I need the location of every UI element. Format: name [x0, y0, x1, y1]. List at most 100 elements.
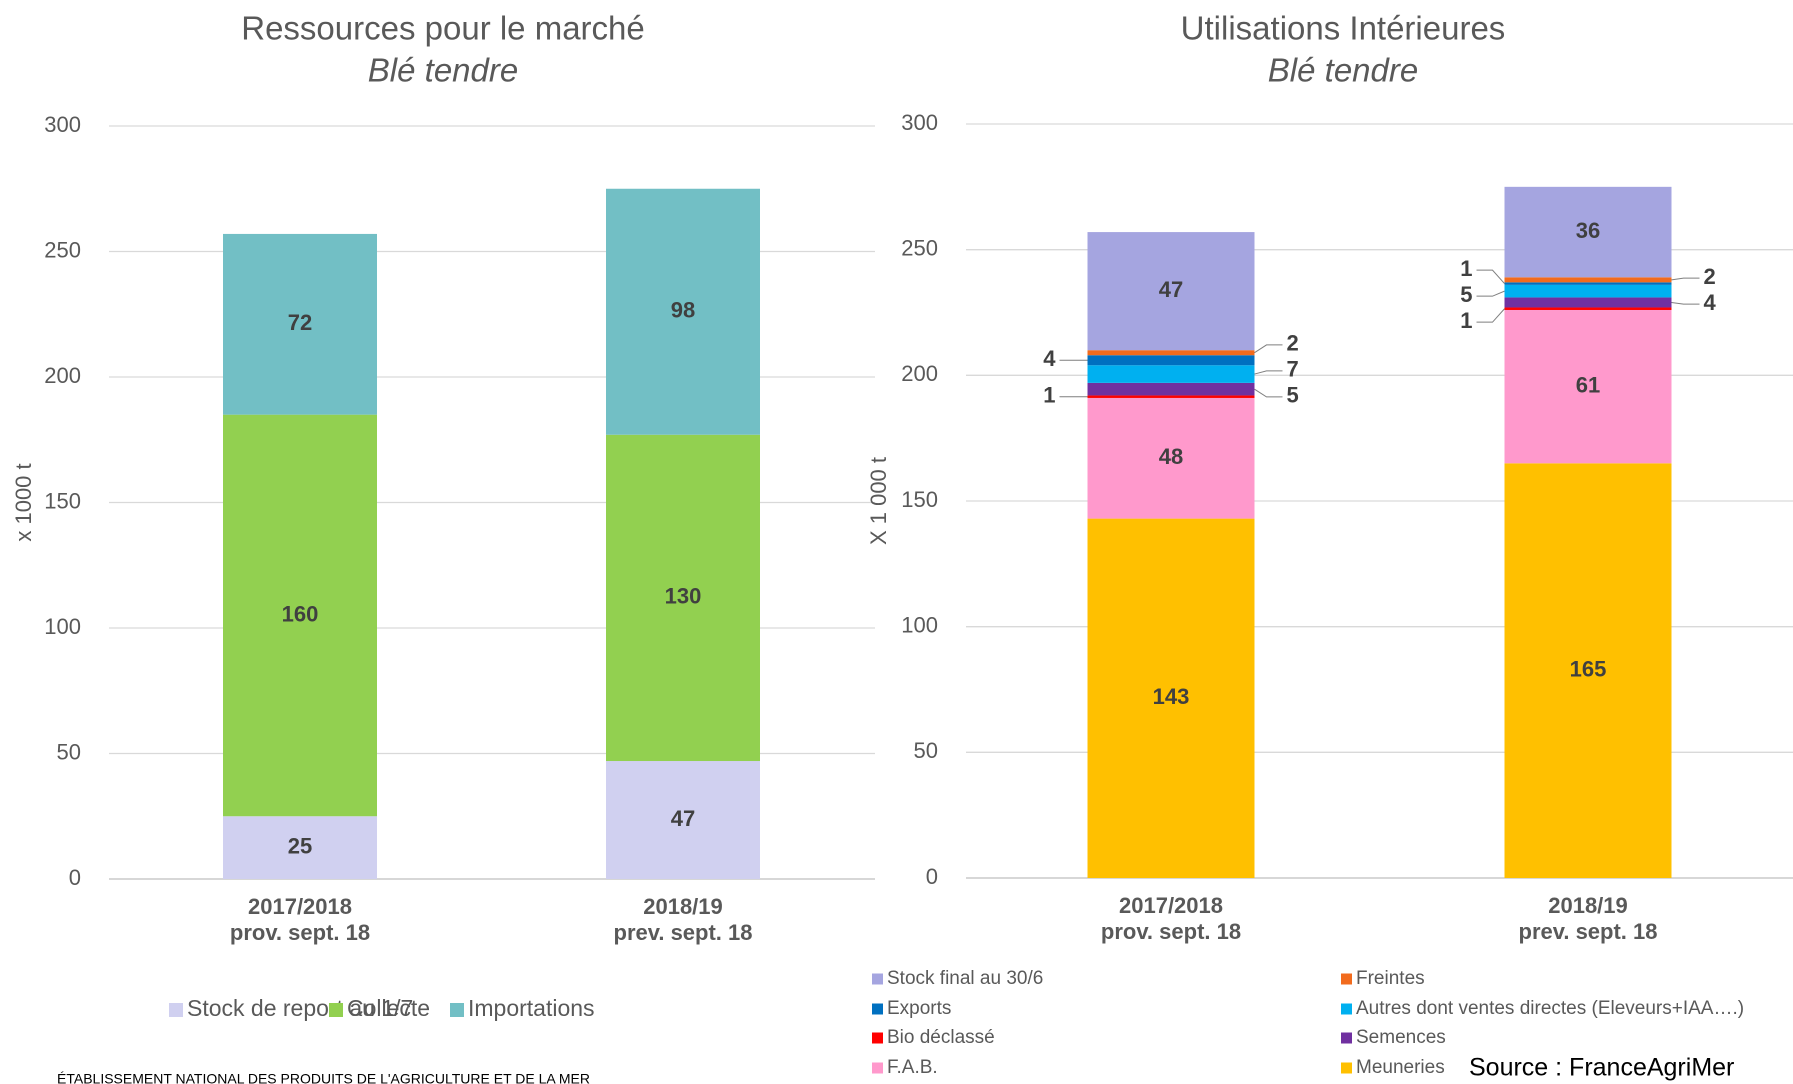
- legend-swatch: [872, 1062, 883, 1074]
- y-tick-label: 200: [44, 363, 81, 388]
- value-label: 2: [1287, 331, 1299, 356]
- x-tick-label: 2018/19: [1548, 893, 1628, 918]
- legend-label: Freintes: [1356, 968, 1425, 989]
- legend-label: Collecte: [347, 995, 430, 1021]
- chart-title: Ressources pour le marché: [241, 10, 645, 47]
- y-axis-label: x 1000 t: [11, 463, 36, 541]
- x-tick-label: prev. sept. 18: [1519, 919, 1658, 944]
- legend-label: F.A.B.: [887, 1057, 938, 1078]
- bar-segment: [606, 761, 760, 879]
- legend-swatch: [1341, 1062, 1352, 1074]
- bar-segment: [1087, 355, 1255, 366]
- value-label: 130: [665, 584, 702, 609]
- y-tick-label: 250: [44, 237, 81, 262]
- leader-line: [1476, 308, 1505, 323]
- bar-segment: [1087, 397, 1255, 519]
- y-tick-label: 300: [901, 110, 938, 135]
- bar-segment: [1504, 309, 1672, 464]
- bar-segment: [223, 414, 377, 817]
- leader-line: [1254, 388, 1283, 398]
- value-label: 98: [671, 298, 695, 323]
- value-label: 5: [1287, 383, 1299, 408]
- bar-segment: [223, 233, 377, 415]
- x-tick-label: prov. sept. 18: [230, 920, 370, 945]
- legend-swatch: [1341, 1003, 1352, 1015]
- leader-line: [1671, 277, 1700, 281]
- legend-swatch: [169, 1003, 183, 1017]
- leader-line: [1476, 269, 1505, 284]
- y-tick-label: 200: [901, 361, 938, 386]
- leader-line: [1254, 370, 1283, 375]
- legend-label: Exports: [887, 998, 951, 1019]
- value-label: 47: [1159, 277, 1183, 302]
- value-label: 1: [1460, 256, 1472, 281]
- bar-segment: [1087, 382, 1255, 396]
- x-tick-label: prev. sept. 18: [614, 920, 753, 945]
- chart-subtitle: Blé tendre: [368, 52, 518, 89]
- y-tick-label: 100: [901, 612, 938, 637]
- legend-swatch: [872, 1032, 883, 1044]
- bar-segment: [1087, 395, 1255, 398]
- legend-label: Stock final au 30/6: [887, 968, 1043, 989]
- bar-segment: [1087, 518, 1255, 878]
- value-label: 5: [1460, 282, 1472, 307]
- value-label: 1: [1043, 383, 1055, 408]
- y-tick-label: 100: [44, 614, 81, 639]
- y-tick-label: 300: [44, 112, 81, 137]
- legend-label: Semences: [1356, 1027, 1446, 1048]
- legend-label: Meuneries: [1356, 1057, 1445, 1078]
- legend-swatch: [872, 973, 883, 985]
- bar-segment: [1087, 365, 1255, 383]
- y-tick-label: 0: [926, 864, 938, 889]
- y-tick-label: 250: [901, 235, 938, 260]
- y-tick-label: 50: [57, 739, 81, 764]
- value-label: 36: [1576, 218, 1600, 243]
- bar-segment: [606, 434, 760, 762]
- x-tick-label: 2018/19: [643, 894, 723, 919]
- legend-swatch: [1341, 1032, 1352, 1044]
- bar-segment: [1504, 186, 1672, 278]
- leader-line: [1254, 344, 1283, 354]
- value-label: 165: [1570, 656, 1607, 681]
- bar-segment: [1504, 297, 1672, 308]
- value-label: 48: [1159, 444, 1183, 469]
- bar-segment: [1087, 350, 1255, 356]
- source: Source : FranceAgriMer: [1469, 1054, 1734, 1082]
- legend-swatch: [1341, 973, 1352, 985]
- y-tick-label: 150: [44, 488, 81, 513]
- value-label: 25: [288, 833, 312, 858]
- legend-swatch: [329, 1003, 343, 1017]
- bar-segment: [1504, 277, 1672, 283]
- leader-line: [1671, 301, 1700, 305]
- value-label: 4: [1704, 290, 1717, 315]
- x-tick-label: 2017/2018: [1119, 893, 1223, 918]
- bar-segment: [1504, 463, 1672, 878]
- x-tick-label: 2017/2018: [248, 894, 352, 919]
- bar-segment: [1504, 284, 1672, 298]
- legend-label: Autres dont ventes directes (Eleveurs+IA…: [1356, 998, 1744, 1019]
- legend-label: Bio déclassé: [887, 1027, 995, 1048]
- bar-segment: [1504, 307, 1672, 310]
- chart-title: Utilisations Intérieures: [1181, 10, 1506, 47]
- value-label: 143: [1153, 684, 1190, 709]
- value-label: 1: [1460, 308, 1472, 333]
- legend-swatch: [450, 1003, 464, 1017]
- value-label: 160: [282, 601, 319, 626]
- value-label: 7: [1287, 357, 1299, 382]
- legend-label: Stock de report au 1/7: [187, 995, 413, 1021]
- value-label: 47: [671, 806, 695, 831]
- legend-swatch: [872, 1003, 883, 1015]
- y-tick-label: 0: [69, 865, 81, 890]
- footer: ÉTABLISSEMENT NATIONAL DES PRODUITS DE L…: [57, 1071, 590, 1084]
- value-label: 61: [1576, 372, 1600, 397]
- bar-segment: [1504, 282, 1672, 285]
- value-label: 4: [1043, 346, 1056, 371]
- y-axis-label: X 1 000 t: [866, 457, 891, 545]
- x-tick-label: prov. sept. 18: [1101, 919, 1241, 944]
- legend-label: Importations: [468, 995, 595, 1021]
- y-tick-label: 150: [901, 487, 938, 512]
- bar-segment: [1087, 232, 1255, 351]
- bar-segment: [606, 188, 760, 435]
- leader-line: [1476, 290, 1505, 297]
